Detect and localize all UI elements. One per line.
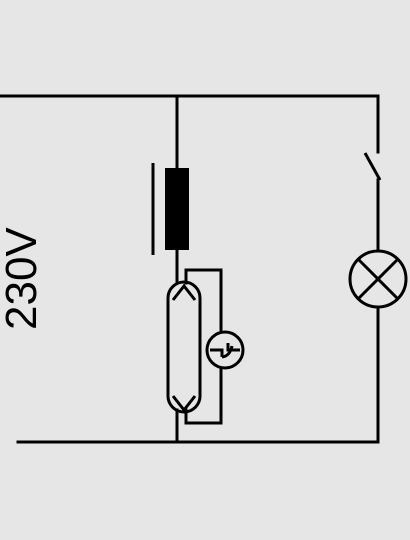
choke-inductor — [151, 163, 189, 255]
starter-electrode-right — [226, 343, 240, 352]
tube-top-filament — [171, 283, 197, 301]
switch-blade — [363, 152, 382, 181]
choke-winding — [165, 168, 189, 250]
lamp-cross-b — [356, 257, 400, 301]
starter-bimetal-strip — [221, 345, 234, 359]
fluorescent-tube — [166, 280, 202, 414]
glow-starter — [205, 330, 245, 370]
starter-electrode-left — [210, 348, 224, 357]
lamp — [348, 249, 408, 309]
tube-bottom-filament — [171, 395, 197, 413]
voltage-label: 230V — [0, 227, 46, 330]
starter-bulb — [205, 330, 245, 370]
tube-body — [166, 280, 202, 414]
switch — [363, 152, 382, 181]
